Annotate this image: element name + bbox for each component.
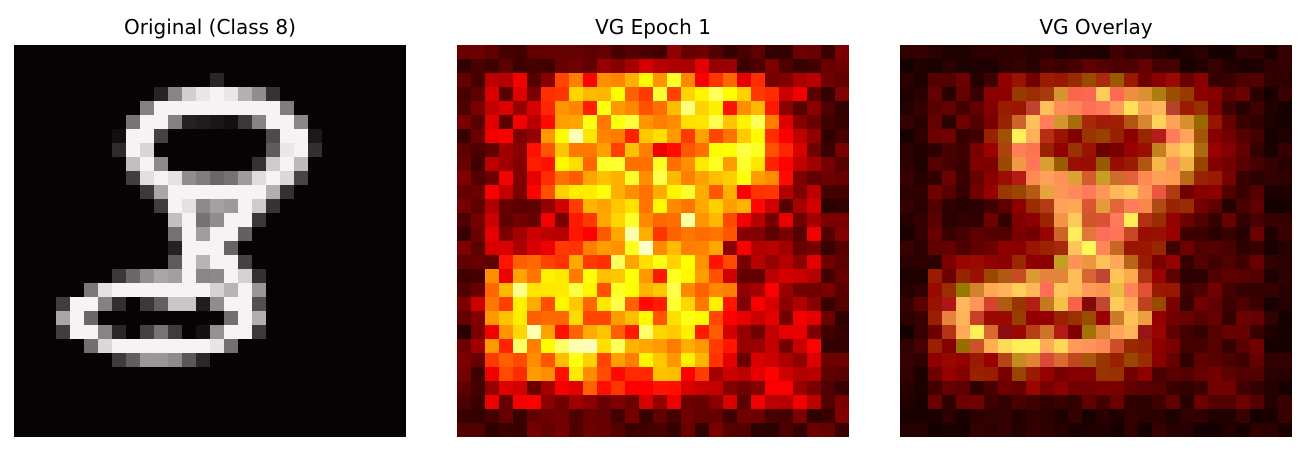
saliency-heatmap-canvas [457, 45, 849, 437]
panel-original: Original (Class 8) [14, 0, 406, 452]
digit-image [14, 45, 406, 437]
panel-title-original: Original (Class 8) [124, 15, 296, 39]
digit-canvas [14, 45, 406, 437]
overlay-image [900, 45, 1292, 437]
panel-vg-epoch: VG Epoch 1 [457, 0, 849, 452]
overlay-canvas [900, 45, 1292, 437]
panel-vg-overlay: VG Overlay [900, 0, 1292, 452]
panel-title-vg-overlay: VG Overlay [1039, 15, 1153, 39]
panel-title-vg-epoch: VG Epoch 1 [595, 15, 711, 39]
saliency-heatmap-image [457, 45, 849, 437]
